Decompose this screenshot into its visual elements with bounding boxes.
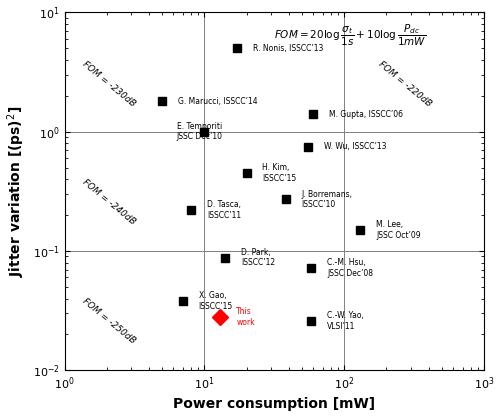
- Text: E. Temporiti
JSSC Dec’10: E. Temporiti JSSC Dec’10: [176, 122, 222, 141]
- Y-axis label: Jitter variation [(ps)$^2$]: Jitter variation [(ps)$^2$]: [6, 106, 27, 277]
- Text: C.-M. Hsu,
JSSC Dec’08: C.-M. Hsu, JSSC Dec’08: [327, 259, 373, 278]
- Text: FOM = -220dB: FOM = -220dB: [376, 60, 433, 108]
- Text: G. Marucci, ISSCC’14: G. Marucci, ISSCC’14: [178, 97, 258, 106]
- X-axis label: Power consumption [mW]: Power consumption [mW]: [174, 397, 376, 412]
- Text: FOM = -250dB: FOM = -250dB: [80, 297, 137, 346]
- Text: R. Nonis, ISSCC’13: R. Nonis, ISSCC’13: [252, 44, 323, 53]
- Text: FOM = -240dB: FOM = -240dB: [80, 178, 137, 226]
- Text: $\mathit{FOM} = 20\log\dfrac{\sigma_t}{1s} + 10\log\dfrac{P_{dc}}{1mW}$: $\mathit{FOM} = 20\log\dfrac{\sigma_t}{1…: [274, 23, 427, 48]
- Text: FOM = -230dB: FOM = -230dB: [80, 60, 137, 108]
- Text: W. Wu, ISSCC’13: W. Wu, ISSCC’13: [324, 142, 386, 151]
- Text: This
work: This work: [236, 307, 255, 327]
- Text: M. Gupta, ISSCC’06: M. Gupta, ISSCC’06: [329, 110, 403, 118]
- Text: C.-W. Yao,
VLSI’11: C.-W. Yao, VLSI’11: [327, 311, 364, 331]
- Text: J. Borremans,
ISSCC’10: J. Borremans, ISSCC’10: [302, 190, 352, 209]
- Text: H. Kim,
ISSCC’15: H. Kim, ISSCC’15: [262, 163, 296, 183]
- Text: M. Lee,
JSSC Oct’09: M. Lee, JSSC Oct’09: [376, 220, 421, 240]
- Text: D. Park,
ISSCC’12: D. Park, ISSCC’12: [241, 248, 275, 267]
- Text: D. Tasca,
ISSCC’11: D. Tasca, ISSCC’11: [207, 201, 241, 220]
- Text: X. Gao,
ISSCC’15: X. Gao, ISSCC’15: [198, 291, 233, 311]
